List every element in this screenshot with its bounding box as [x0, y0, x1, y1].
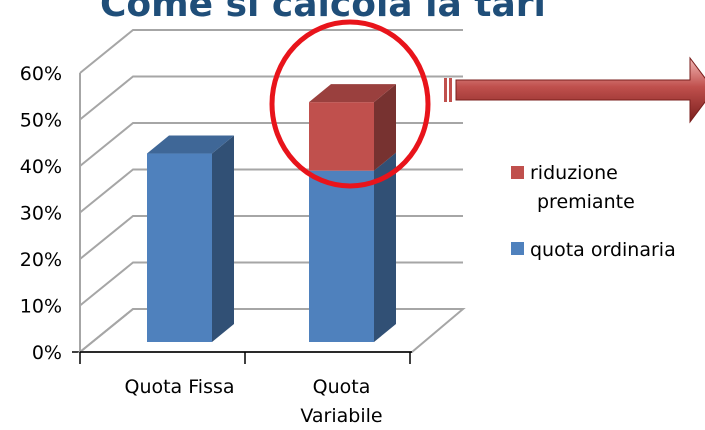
y-tick-label-2: 20% [20, 249, 62, 271]
bar-front-1-0 [309, 170, 374, 342]
gridline-6 [79, 29, 463, 74]
y-tick-label-0: 0% [32, 342, 62, 364]
bar-top-0 [147, 135, 234, 154]
bar-top-1 [309, 84, 396, 103]
legend-swatch-riduzione-premiante [511, 166, 524, 179]
bar-front-0-0 [147, 153, 212, 342]
pointer-arrow-icon [444, 56, 705, 124]
y-tick-label-3: 30% [20, 203, 62, 225]
bar-front-1-1 [309, 102, 374, 171]
y-tick-label-4: 40% [20, 156, 62, 178]
bar-side-0-0 [212, 135, 234, 342]
bar-side-1-1 [374, 84, 396, 171]
legend-label-riduzione-line1: riduzione [530, 162, 618, 184]
legend-label-quota-ordinaria: quota ordinaria [530, 239, 676, 261]
highlight-ellipse [269, 19, 431, 189]
x-category-label-1-0: Quota [313, 376, 371, 398]
gridline-2 [79, 215, 463, 260]
gridlines [79, 29, 463, 353]
x-category-label-1-1: Variabile [300, 405, 382, 427]
legend-label-riduzione-line2: premiante [537, 191, 635, 213]
gridline-3 [79, 168, 463, 214]
gridline-0 [79, 308, 463, 353]
bar-side-1-0 [374, 152, 396, 342]
axes [72, 73, 466, 364]
legend-swatch-quota-ordinaria [511, 242, 524, 255]
x-category-label-0-0: Quota Fissa [124, 376, 234, 398]
bars [147, 84, 396, 342]
axis-labels: 0% 10% 20% 30% 40% 50% 60% Quota Fissa Quota Vari… [20, 63, 383, 427]
gridline-1 [79, 261, 463, 307]
y-tick-label-1: 10% [20, 296, 62, 318]
gridline-5 [79, 75, 463, 121]
legend: riduzione premiante quota ordinaria [511, 162, 676, 261]
slide-title: Come si calcola la tari [100, 0, 546, 25]
floor [77, 308, 466, 353]
y-tick-label-5: 50% [20, 110, 62, 132]
y-tick-label-6: 60% [20, 63, 62, 85]
